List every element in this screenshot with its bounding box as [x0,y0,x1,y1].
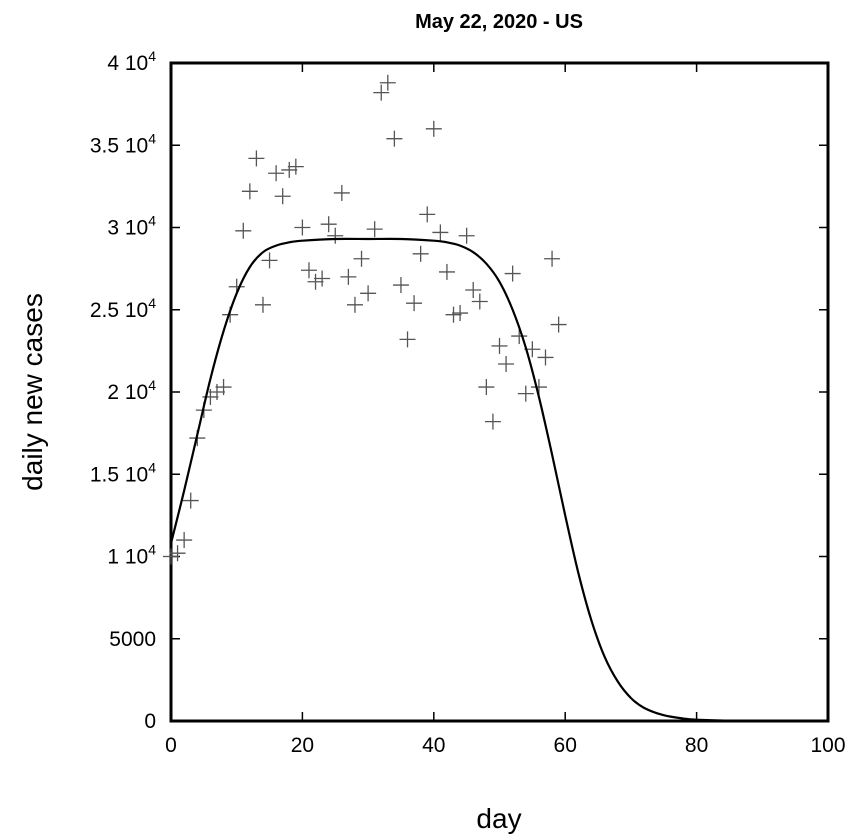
data-point [248,150,265,167]
y-tick-label: 4 104 [107,48,156,75]
data-point [517,385,534,402]
data-point [406,295,423,312]
data-point [340,268,357,285]
data-point [412,245,429,262]
data-point [432,224,449,241]
data-point [346,296,363,313]
data-point [452,305,469,322]
y-tick-label: 2.5 104 [90,295,156,322]
data-point [478,379,495,396]
data-point [399,331,416,348]
data-point [176,532,193,549]
data-point [504,265,521,282]
y-tick-label: 0 [144,710,156,733]
data-point [215,379,232,396]
data-point [438,263,455,280]
data-point [314,270,331,287]
x-axis-ticks: 0 20 40 60 80 100 [165,63,846,757]
data-point [445,306,462,323]
data-point [465,282,482,299]
data-point [379,74,396,91]
y-tick-label: 5000 [109,628,156,651]
data-point [419,206,436,223]
x-tick-label: 0 [165,734,177,757]
data-point [425,120,442,137]
y-tick-label: 2 104 [107,377,156,404]
data-point [208,384,225,400]
data-point [163,548,179,565]
data-point [254,296,271,313]
data-point [386,130,403,147]
data-point [287,158,304,175]
chart-title: May 22, 2020 - US [415,11,583,33]
data-point [300,262,317,279]
data-point [241,183,258,200]
data-point [537,349,554,366]
data-point [360,285,377,302]
data-point [320,216,337,233]
x-tick-label: 40 [422,734,445,757]
y-tick-label: 3 104 [107,213,156,240]
data-point [458,227,475,244]
data-point [327,227,344,244]
data-point [268,165,285,182]
data-point [373,84,390,101]
data-point [307,273,324,290]
data-point [511,328,528,345]
data-point [294,219,311,236]
y-tick-label: 3.5 104 [90,130,156,157]
data-point [366,221,383,238]
data-point [491,337,508,354]
y-axis-label: daily new cases [17,293,48,491]
data-point [274,188,291,205]
x-axis-label: day [476,803,521,834]
fit-curve [169,237,829,723]
scatter-series [163,74,567,565]
data-point [353,250,370,267]
data-point [169,545,186,562]
data-point [235,222,252,239]
plot-frame [169,61,830,723]
y-tick-label: 1 104 [107,542,156,569]
data-point [471,293,488,310]
data-point [392,277,409,294]
data-point [484,413,501,430]
y-axis-ticks: 0 5000 1 104 1.5 104 2 104 2.5 104 3 104 3.5 10… [90,48,828,733]
data-point [333,184,350,201]
x-tick-label: 80 [685,734,708,757]
x-tick-label: 60 [554,734,577,757]
y-tick-label: 1.5 104 [90,459,156,486]
data-point [550,316,567,333]
x-tick-label: 20 [291,734,314,757]
data-point [544,250,561,267]
data-point [281,161,298,178]
x-tick-label: 100 [810,734,845,757]
data-point [498,356,515,373]
data-point [261,252,278,269]
data-point [182,492,199,509]
